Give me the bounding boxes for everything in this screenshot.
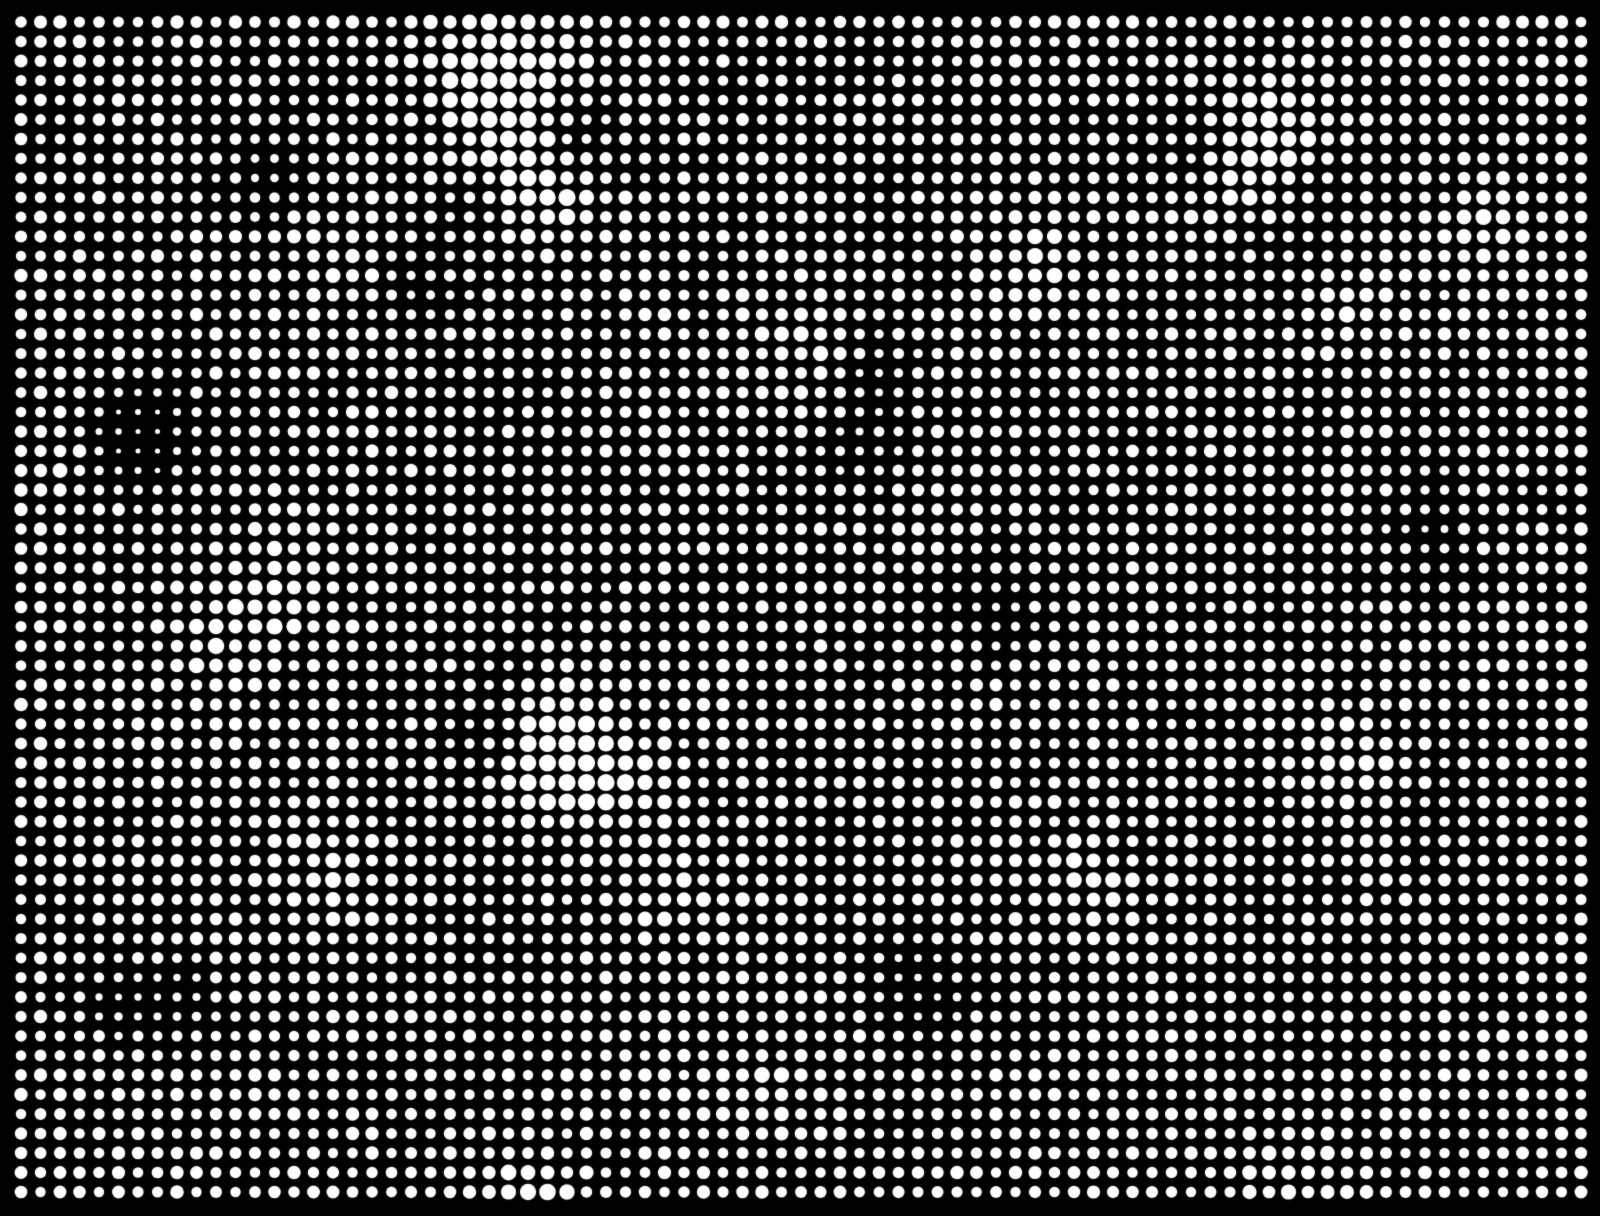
halftone-dot-matrix	[0, 0, 1600, 1216]
halftone-stage: Halftone Dot Matrix	[0, 0, 1600, 1216]
